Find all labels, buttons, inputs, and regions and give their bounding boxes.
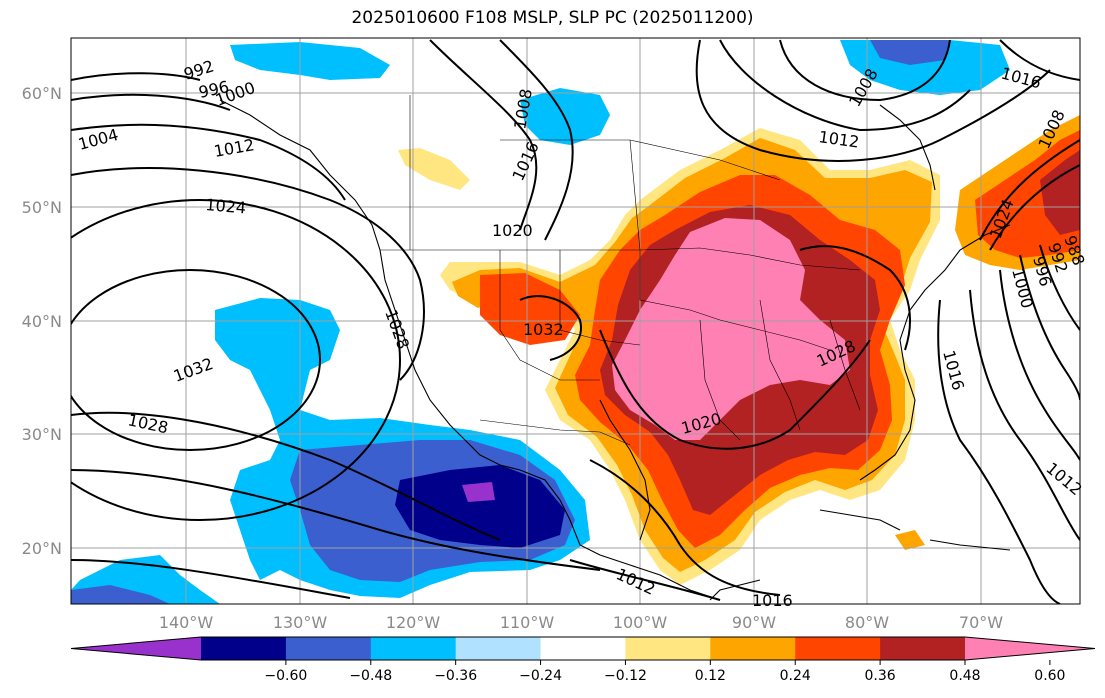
colorbar-segment — [880, 637, 966, 660]
lat-label: 40°N — [22, 312, 62, 331]
lon-label: 90°W — [732, 613, 776, 632]
colorbar-tick-label: 0.36 — [865, 668, 896, 684]
latitude-labels: 60°N 50°N 40°N 30°N 20°N — [22, 84, 62, 558]
colorbar-segment — [455, 637, 542, 660]
lat-label: 20°N — [22, 539, 62, 558]
colorbar-tick-label: −0.36 — [434, 668, 477, 684]
lat-label: 30°N — [22, 425, 62, 444]
lon-label: 110°W — [500, 613, 555, 632]
political-borders — [380, 95, 861, 446]
coastlines — [219, 99, 1011, 601]
lon-label: 70°W — [959, 613, 1003, 632]
colorbar-tick-label: −0.24 — [519, 668, 562, 684]
colorbar-tick-label: 0.48 — [949, 668, 980, 684]
lon-label: 130°W — [273, 613, 328, 632]
map-frame — [70, 37, 1081, 605]
colorbar-tick-label: −0.48 — [349, 668, 392, 684]
lat-label: 50°N — [22, 198, 62, 217]
map-area — [71, 38, 1080, 604]
colorbar-segment — [285, 637, 372, 660]
colorbar-segment — [201, 637, 287, 660]
colorbar: −0.60 −0.48 −0.36 −0.24 −0.12 0.12 0.24 0.36 0.4… — [70, 636, 1096, 684]
map-title: 2025010600 F108 MSLP, SLP PC (2025011200… — [351, 8, 754, 28]
colorbar-segment — [540, 637, 626, 660]
colorbar-tick-label: −0.12 — [604, 668, 647, 684]
isobar-label: 1016 — [752, 591, 793, 610]
longitude-labels: 140°W 130°W 120°W 110°W 100°W 90°W 80°W … — [159, 613, 1003, 632]
colorbar-tick-label: 0.24 — [780, 668, 811, 684]
lon-label: 80°W — [845, 613, 889, 632]
lon-label: 120°W — [386, 613, 441, 632]
colorbar-tick-label: −0.60 — [264, 668, 307, 684]
negative-anomaly-shading — [71, 40, 1010, 604]
colorbar-tick-label: 0.60 — [1034, 668, 1065, 684]
lon-label: 100°W — [613, 613, 668, 632]
colorbar-segment — [710, 637, 796, 660]
colorbar-outline — [70, 636, 1096, 661]
isobar-label: 1024 — [205, 195, 247, 217]
graticule — [71, 38, 1080, 604]
isobar-label: 1032 — [523, 320, 564, 339]
isobars — [71, 39, 1080, 604]
lon-label: 140°W — [159, 613, 214, 632]
colorbar-extension-high — [965, 637, 1095, 660]
colorbar-segment — [370, 637, 457, 660]
colorbar-extension-low — [71, 637, 201, 660]
colorbar-segment — [625, 637, 711, 660]
lat-label: 60°N — [22, 84, 62, 103]
colorbar-tick-label: 0.12 — [695, 668, 726, 684]
isobar-label: 1020 — [492, 221, 533, 240]
colorbar-segment — [795, 637, 881, 660]
